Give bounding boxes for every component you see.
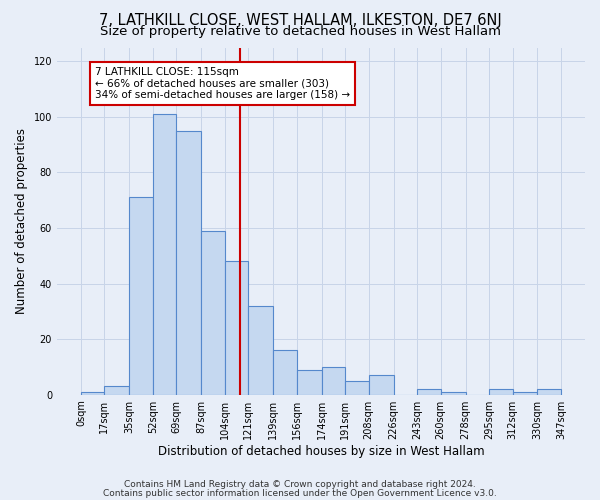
Bar — [81, 392, 104, 394]
Text: Contains public sector information licensed under the Open Government Licence v3: Contains public sector information licen… — [103, 488, 497, 498]
X-axis label: Distribution of detached houses by size in West Hallam: Distribution of detached houses by size … — [158, 444, 484, 458]
Y-axis label: Number of detached properties: Number of detached properties — [15, 128, 28, 314]
Bar — [538, 389, 561, 394]
Bar — [248, 306, 273, 394]
Text: Size of property relative to detached houses in West Hallam: Size of property relative to detached ho… — [100, 25, 500, 38]
Bar — [104, 386, 130, 394]
Bar — [345, 381, 368, 394]
Bar — [176, 131, 201, 394]
Bar — [512, 392, 538, 394]
Bar — [489, 389, 512, 394]
Bar — [368, 376, 394, 394]
Bar — [130, 198, 153, 394]
Bar — [273, 350, 297, 395]
Bar — [153, 114, 176, 394]
Bar — [225, 262, 248, 394]
Text: 7 LATHKILL CLOSE: 115sqm
← 66% of detached houses are smaller (303)
34% of semi-: 7 LATHKILL CLOSE: 115sqm ← 66% of detach… — [95, 67, 350, 100]
Text: Contains HM Land Registry data © Crown copyright and database right 2024.: Contains HM Land Registry data © Crown c… — [124, 480, 476, 489]
Bar — [322, 367, 345, 394]
Text: 7, LATHKILL CLOSE, WEST HALLAM, ILKESTON, DE7 6NJ: 7, LATHKILL CLOSE, WEST HALLAM, ILKESTON… — [98, 12, 502, 28]
Bar — [201, 231, 225, 394]
Bar — [297, 370, 322, 394]
Bar — [417, 389, 440, 394]
Bar — [440, 392, 466, 394]
